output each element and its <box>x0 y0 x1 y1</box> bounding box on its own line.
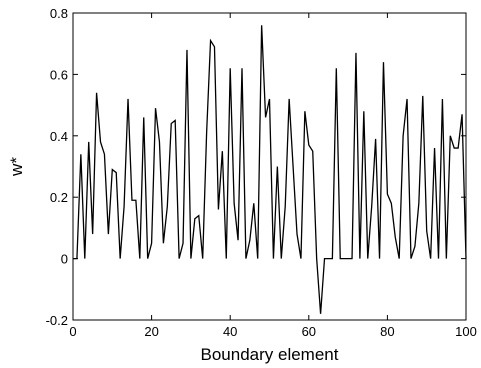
x-tick-label: 60 <box>302 324 316 339</box>
x-tick-label: 80 <box>380 324 394 339</box>
x-tick-label: 100 <box>455 324 477 339</box>
series-line <box>73 25 467 314</box>
plot-area <box>72 12 467 321</box>
y-tick-label: 0.2 <box>50 190 68 205</box>
x-tick-label: 40 <box>223 324 237 339</box>
x-axis-label: Boundary element <box>201 345 339 364</box>
y-tick-label: 0.4 <box>50 129 68 144</box>
series-layer <box>73 25 467 314</box>
plot-frame <box>72 12 467 321</box>
axis-ticks <box>72 12 467 321</box>
y-tick-label: -0.2 <box>46 313 68 328</box>
x-tick-label: 0 <box>69 324 76 339</box>
y-tick-label: 0.8 <box>50 6 68 21</box>
y-tick-label: 0 <box>61 252 68 267</box>
y-axis-label: w* <box>7 157 26 177</box>
tick-labels: 0 20 40 60 80 100-0.200.20.40.60.8 <box>46 6 477 339</box>
x-tick-label: 20 <box>144 324 158 339</box>
y-tick-label: 0.6 <box>50 67 68 82</box>
